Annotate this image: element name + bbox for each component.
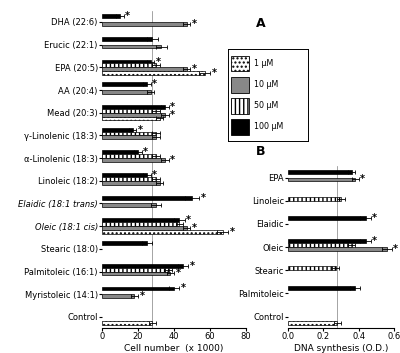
Text: *: *	[176, 269, 180, 279]
Text: *: *	[372, 213, 377, 223]
Bar	[102, 150, 138, 154]
Bar	[102, 173, 147, 177]
Bar	[102, 132, 156, 136]
Text: 10 μM: 10 μM	[254, 80, 278, 89]
Bar	[102, 113, 165, 116]
Text: *: *	[230, 227, 234, 237]
Bar	[102, 136, 156, 139]
Text: B: B	[256, 145, 266, 158]
Text: *: *	[186, 215, 191, 225]
Text: *: *	[192, 64, 197, 74]
Bar	[102, 321, 152, 325]
Bar	[102, 116, 160, 120]
Bar	[288, 170, 352, 174]
Bar	[288, 286, 355, 289]
Bar	[102, 90, 150, 94]
Bar	[102, 196, 192, 200]
Bar	[102, 268, 169, 271]
Bar	[288, 216, 366, 220]
X-axis label: DNA synthesis (O.D.): DNA synthesis (O.D.)	[294, 344, 388, 353]
Bar	[288, 178, 355, 181]
Text: *: *	[170, 102, 175, 112]
Bar	[102, 60, 150, 64]
Bar	[102, 82, 147, 86]
Bar	[288, 239, 366, 243]
Bar	[102, 71, 205, 75]
Bar	[231, 56, 249, 71]
Bar	[102, 226, 187, 230]
Text: *: *	[138, 125, 143, 134]
Text: *: *	[170, 155, 175, 165]
Bar	[102, 222, 179, 226]
Bar	[102, 109, 156, 113]
Bar	[102, 294, 134, 298]
Bar	[231, 98, 249, 114]
Text: *: *	[372, 236, 377, 246]
Bar	[102, 219, 179, 222]
Bar	[102, 22, 187, 26]
Bar	[288, 267, 336, 270]
Bar	[102, 158, 165, 162]
X-axis label: Cell number  (x 1000): Cell number (x 1000)	[124, 344, 224, 353]
Bar	[102, 181, 160, 185]
Bar	[102, 37, 152, 41]
Text: *: *	[125, 11, 130, 21]
Bar	[231, 119, 249, 135]
Bar	[102, 241, 147, 245]
Bar	[102, 64, 156, 67]
Bar	[231, 77, 249, 92]
Bar	[102, 287, 174, 291]
Text: *: *	[360, 174, 365, 185]
Bar	[102, 154, 156, 158]
Bar	[102, 177, 156, 181]
Text: *: *	[190, 261, 195, 271]
Bar	[288, 243, 352, 247]
Text: 1 μM: 1 μM	[254, 59, 273, 68]
Bar	[288, 321, 338, 324]
Text: 50 μM: 50 μM	[254, 101, 278, 110]
Text: *: *	[181, 283, 186, 293]
Text: 100 μM: 100 μM	[254, 122, 283, 131]
Text: *: *	[201, 193, 206, 203]
Text: *: *	[192, 19, 197, 29]
Bar	[288, 197, 341, 201]
Text: *: *	[170, 110, 175, 120]
Text: A: A	[256, 17, 266, 30]
Bar	[102, 264, 183, 268]
Text: *: *	[212, 68, 216, 78]
Bar	[102, 230, 223, 234]
Bar	[102, 105, 165, 109]
Bar	[102, 14, 120, 18]
Text: *: *	[140, 291, 144, 301]
Bar	[102, 44, 162, 48]
Bar	[102, 271, 170, 275]
Bar	[288, 247, 387, 251]
Text: *: *	[393, 244, 398, 254]
Text: *: *	[152, 79, 157, 89]
Text: *: *	[152, 170, 157, 180]
Bar	[102, 67, 187, 71]
Text: *: *	[156, 56, 161, 66]
Text: *: *	[192, 223, 197, 233]
Bar	[102, 128, 133, 132]
Text: *: *	[143, 147, 148, 157]
Bar	[102, 203, 156, 207]
